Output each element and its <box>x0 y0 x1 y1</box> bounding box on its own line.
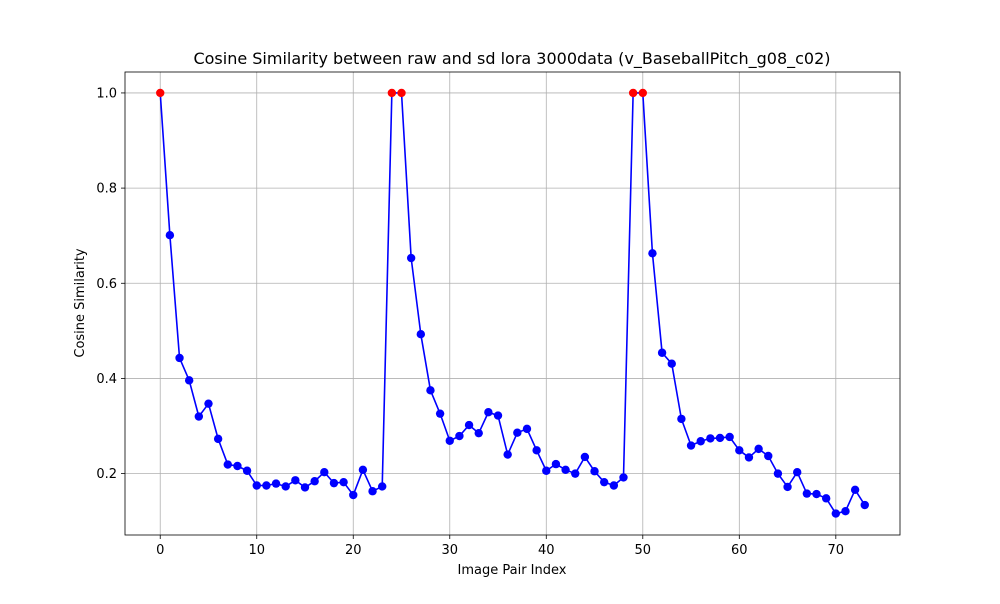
data-point <box>464 420 474 430</box>
x-tick-label: 70 <box>828 543 845 558</box>
plot-layer <box>156 88 869 518</box>
chart-title: Cosine Similarity between raw and sd lor… <box>193 49 830 69</box>
y-tick-label: 0.6 <box>96 277 117 292</box>
data-point <box>590 467 599 476</box>
data-point <box>339 477 348 487</box>
data-point <box>416 329 426 339</box>
data-point <box>706 434 715 443</box>
data-point <box>291 476 300 485</box>
data-point <box>619 473 628 482</box>
data-point <box>455 431 464 441</box>
data-point <box>831 509 841 518</box>
data-point <box>184 376 194 385</box>
data-point <box>213 434 223 444</box>
data-point <box>445 436 454 445</box>
data-point <box>860 500 869 510</box>
data-point <box>783 482 792 492</box>
data-point <box>378 482 387 491</box>
data-point <box>542 466 551 475</box>
data-point <box>715 433 725 443</box>
x-tick-label: 0 <box>156 543 164 558</box>
data-point <box>349 490 358 500</box>
data-point <box>368 487 377 496</box>
data-point <box>300 483 310 492</box>
data-point <box>281 482 290 491</box>
data-point <box>850 485 860 494</box>
data-point <box>841 507 850 516</box>
data-point <box>310 477 319 486</box>
y-tick-label: 0.2 <box>96 467 117 482</box>
data-point <box>802 489 812 498</box>
x-tick-label: 40 <box>538 543 555 558</box>
data-point <box>793 467 802 477</box>
y-axis-label: Cosine Similarity <box>73 248 88 358</box>
data-point <box>754 444 763 454</box>
data-point <box>773 469 783 478</box>
data-point <box>426 386 435 395</box>
plot-frame <box>124 71 901 536</box>
data-point <box>696 437 705 446</box>
data-point <box>532 446 541 455</box>
data-point <box>513 428 522 437</box>
x-axis-label: Image Pair Index <box>458 563 567 578</box>
data-point <box>252 481 261 490</box>
data-point <box>271 479 281 488</box>
data-point <box>812 489 821 499</box>
data-point <box>233 461 242 471</box>
data-point <box>320 467 329 477</box>
data-point <box>677 414 686 424</box>
data-point <box>580 452 590 462</box>
x-tick-label: 60 <box>731 543 748 558</box>
x-tick-label: 30 <box>441 543 458 558</box>
highlighted-data-point <box>397 88 406 98</box>
x-tick-label: 50 <box>635 543 652 558</box>
data-point <box>522 424 532 434</box>
data-point <box>599 477 609 487</box>
grid-layer <box>125 72 900 535</box>
data-point <box>165 231 175 240</box>
data-point <box>503 450 512 459</box>
y-tick-label: 0.8 <box>96 182 117 197</box>
highlighted-data-point <box>387 88 397 98</box>
data-point <box>493 411 503 420</box>
data-point <box>609 481 619 490</box>
data-point <box>735 446 744 455</box>
y-tick-label: 1.0 <box>96 86 117 101</box>
data-point <box>821 494 831 503</box>
highlighted-data-point <box>156 88 165 98</box>
data-point <box>686 441 696 450</box>
data-point <box>551 459 561 469</box>
data-point <box>648 249 657 258</box>
data-point <box>242 466 252 475</box>
axes-layer: 0 10 20 30 40 50 60 70 0.2 0.4 0.6 0.8 1.0 <box>96 71 901 558</box>
data-point <box>194 412 204 421</box>
data-point <box>744 453 754 462</box>
data-point <box>571 469 580 478</box>
data-point <box>329 478 339 488</box>
data-point <box>358 465 368 475</box>
data-point <box>262 481 271 490</box>
data-point <box>667 359 676 368</box>
data-point <box>725 432 734 442</box>
x-tick-label: 10 <box>248 543 265 558</box>
highlighted-data-point <box>638 88 647 98</box>
data-point <box>474 428 483 438</box>
data-point <box>657 348 667 357</box>
data-point <box>223 460 232 469</box>
highlighted-data-point <box>628 88 638 98</box>
data-point <box>406 253 416 263</box>
data-point <box>561 465 570 475</box>
data-point <box>484 408 493 417</box>
data-point <box>175 353 184 363</box>
data-point <box>204 399 213 408</box>
y-tick-label: 0.4 <box>96 372 117 387</box>
x-tick-label: 20 <box>345 543 362 558</box>
data-point <box>435 409 445 418</box>
data-point <box>764 451 773 461</box>
